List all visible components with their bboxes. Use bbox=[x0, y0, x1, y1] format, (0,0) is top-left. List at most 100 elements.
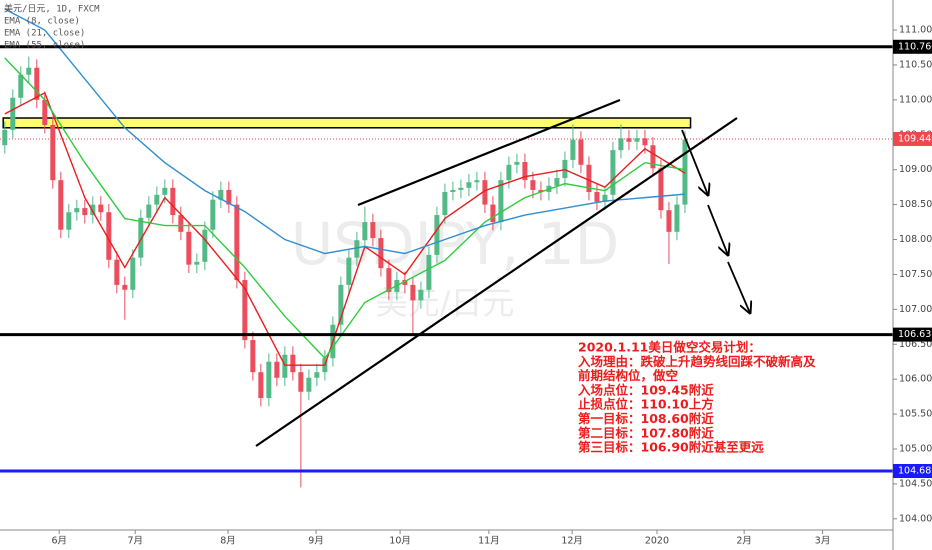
candle-body bbox=[458, 187, 464, 190]
candle-body bbox=[266, 361, 272, 399]
candle-body bbox=[634, 138, 640, 142]
candle-body bbox=[466, 182, 472, 188]
last-price-label: 109.440 bbox=[898, 133, 932, 144]
candle-body bbox=[570, 139, 576, 160]
candle-body bbox=[610, 150, 616, 195]
y-tick-label: 104.000 bbox=[899, 513, 932, 524]
candle-body bbox=[666, 210, 672, 232]
candle-body bbox=[178, 215, 184, 232]
x-tick-label: 11月 bbox=[478, 536, 500, 547]
last-price-bg bbox=[893, 131, 932, 146]
y-tick-label: 106.000 bbox=[899, 374, 932, 385]
x-tick-label: 10月 bbox=[389, 536, 411, 547]
level-label-bg bbox=[893, 39, 932, 54]
candle-body bbox=[594, 192, 600, 202]
y-tick-label: 105.500 bbox=[899, 409, 932, 420]
y-tick-label: 108.500 bbox=[899, 199, 932, 210]
candle-body bbox=[66, 212, 72, 230]
candle-body bbox=[306, 377, 312, 392]
y-tick-label: 111.000 bbox=[899, 25, 932, 36]
y-tick-label: 105.000 bbox=[899, 443, 932, 454]
candle-body bbox=[314, 372, 320, 378]
candle-body bbox=[250, 340, 256, 373]
candle-body bbox=[618, 138, 624, 151]
candle-body bbox=[194, 261, 200, 265]
candle-body bbox=[378, 238, 384, 269]
y-tick-label: 110.000 bbox=[899, 94, 932, 105]
trendline bbox=[255, 117, 738, 447]
candle-body bbox=[450, 189, 456, 193]
x-tick-label: 9月 bbox=[308, 536, 324, 547]
candle-body bbox=[82, 208, 88, 216]
candle-body bbox=[34, 67, 40, 100]
candle-body bbox=[154, 194, 160, 205]
candle-body bbox=[650, 145, 656, 169]
candle-body bbox=[218, 189, 224, 200]
candle-body bbox=[418, 289, 424, 301]
candle-body bbox=[410, 284, 416, 301]
candle-body bbox=[522, 162, 528, 181]
candle-body bbox=[98, 204, 104, 213]
axes: 104.000 104.500 105.000 105.500 106.000 106.5… bbox=[51, 25, 932, 547]
candle-body bbox=[122, 284, 128, 290]
candle-body bbox=[130, 257, 136, 290]
candle-body bbox=[530, 180, 536, 190]
annotation-line: 2020.1.11美日做空交易计划： bbox=[578, 340, 761, 355]
annotation-line: 第二目标：107.80附近 bbox=[578, 425, 714, 440]
candle-body bbox=[578, 139, 584, 165]
target-arrow bbox=[707, 204, 728, 255]
candle-body bbox=[290, 354, 296, 373]
annotation-line: 止损点位：110.10上方 bbox=[578, 397, 714, 412]
indicator-label: EMA (55, close) bbox=[4, 41, 85, 51]
annotation-line: 第一目标：108.60附近 bbox=[578, 411, 714, 426]
candle-body bbox=[114, 259, 120, 285]
candle-body bbox=[626, 138, 632, 142]
candle-body bbox=[258, 372, 264, 399]
y-tick-label: 104.500 bbox=[899, 478, 932, 489]
candle-body bbox=[58, 180, 64, 230]
candle-body bbox=[90, 204, 96, 216]
candle-body bbox=[362, 222, 368, 241]
candle-body bbox=[162, 187, 168, 195]
indicator-label: EMA (8, close) bbox=[4, 17, 80, 27]
candle-body bbox=[682, 139, 688, 205]
candle-body bbox=[434, 215, 440, 255]
indicator-label: EMA (21, close) bbox=[4, 29, 85, 39]
candle-body bbox=[210, 199, 216, 230]
level-label: 106.638 bbox=[898, 329, 932, 340]
candle-body bbox=[346, 257, 352, 285]
candle-body bbox=[386, 268, 392, 292]
y-tick-label: 106.500 bbox=[899, 339, 932, 350]
candle-body bbox=[354, 240, 360, 258]
x-tick-label: 2月 bbox=[736, 536, 752, 547]
candle-body bbox=[426, 254, 432, 290]
candle-body bbox=[370, 222, 376, 239]
x-tick-label: 6月 bbox=[51, 536, 67, 547]
candle-body bbox=[274, 361, 280, 378]
candle-body bbox=[490, 204, 496, 223]
annotation-line: 前期结构位，做空 bbox=[578, 368, 678, 383]
y-tick-label: 107.500 bbox=[899, 269, 932, 280]
candle-body bbox=[226, 189, 232, 205]
candle-body bbox=[298, 372, 304, 392]
candle-body bbox=[674, 204, 680, 232]
level-label-bg bbox=[893, 463, 932, 478]
candle-body bbox=[554, 178, 560, 186]
candle-body bbox=[202, 229, 208, 262]
candle-body bbox=[234, 204, 240, 281]
y-tick-label: 108.000 bbox=[899, 234, 932, 245]
candle-body bbox=[2, 129, 8, 146]
ema-line bbox=[4, 57, 686, 360]
candle-body bbox=[338, 284, 344, 325]
plot-area: USDJPY, 1D美元/日元2020.1.11美日做空交易计划：入场理由：跌破… bbox=[0, 8, 893, 488]
candle-body bbox=[474, 180, 480, 183]
candle-body bbox=[506, 164, 512, 181]
x-tick-label: 8月 bbox=[220, 536, 236, 547]
y-tick-label: 107.000 bbox=[899, 304, 932, 315]
ema-line bbox=[4, 91, 686, 366]
x-tick-label: 7月 bbox=[127, 536, 143, 547]
annotation-line: 入场理由：跌破上升趋势线回踩不破新高及 bbox=[578, 354, 816, 369]
candle-body bbox=[10, 97, 16, 130]
